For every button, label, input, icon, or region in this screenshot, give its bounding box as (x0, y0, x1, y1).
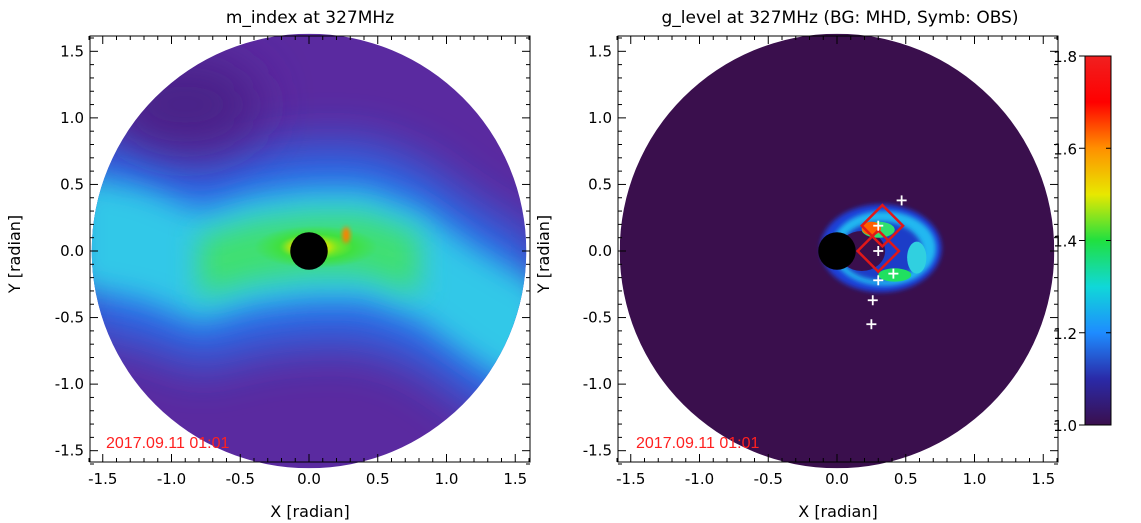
x-tick-label: 1.0 (963, 470, 987, 488)
obs-point (888, 268, 899, 279)
m-index-map (91, 33, 527, 469)
colorbar: 1.0 1.2 1.4 1.6 1.8 (1053, 48, 1112, 435)
x-tick-label: 1.0 (435, 470, 459, 488)
sun-occulter (818, 232, 856, 270)
y-tick-label: 0.5 (60, 175, 84, 193)
obs-point (873, 275, 884, 286)
x-tick-label: -1.0 (157, 470, 186, 488)
y-tick-label: -1.5 (583, 442, 612, 460)
y-tick-label: -0.5 (55, 309, 84, 327)
plot-frame (617, 35, 1059, 463)
y-tick-label: 1.0 (588, 109, 612, 127)
obs-point (866, 319, 877, 330)
colorbar-tick-label: 1.0 (1053, 417, 1077, 435)
y-tick-label: -1.0 (55, 375, 84, 393)
enhancement-patch (878, 268, 912, 282)
x-tick-label: -0.5 (754, 470, 783, 488)
panel-g-level: g_level at 327MHz (BG: MHD, Symb: OBS) -… (534, 8, 1059, 521)
x-tick-label: -1.5 (616, 470, 645, 488)
x-tick-label: 0.5 (894, 470, 918, 488)
source-box (859, 203, 905, 249)
y-tick-label: 1.5 (588, 42, 612, 60)
x-axis-title: X [radian] (798, 502, 877, 521)
x-tick-label: 1.5 (1031, 470, 1055, 488)
y-axis-title: Y [radian] (534, 215, 553, 294)
y-axis-title: Y [radian] (5, 215, 24, 294)
colorbar-tick-label: 1.8 (1053, 48, 1077, 66)
y-tick-label: 1.0 (60, 109, 84, 127)
panel-title: g_level at 327MHz (BG: MHD, Symb: OBS) (662, 8, 1019, 28)
obs-point (867, 295, 878, 306)
colorbar-tick-label: 1.4 (1053, 233, 1077, 251)
source-boxes (855, 203, 905, 274)
y-tick-label: 0.0 (588, 242, 612, 260)
x-tick-label: 0.0 (297, 470, 321, 488)
axis-ticks: -1.5 -1.0 -0.5 0.0 0.5 1.0 1.5 -1.5 -1.0 -0.5 0.0 0… (583, 36, 1058, 488)
y-tick-label: -0.5 (583, 309, 612, 327)
timestamp: 2017.09.11 01:01 (636, 435, 759, 452)
axis-ticks: -1.5 -1.0 -0.5 0.0 0.5 1.0 1.5 -1.5 -1.0 -0.5 0.0 0… (55, 36, 530, 488)
x-tick-label: 0.0 (825, 470, 849, 488)
x-tick-label: -0.5 (226, 470, 255, 488)
x-axis-title: X [radian] (270, 502, 349, 521)
y-tick-label: -1.0 (583, 375, 612, 393)
g-level-map (619, 33, 1055, 469)
x-tick-label: 1.5 (503, 470, 527, 488)
colorbar-tick-label: 1.6 (1053, 140, 1077, 158)
panel-title: m_index at 327MHz (226, 8, 394, 28)
enhancement-patch (907, 241, 927, 274)
source-box (855, 228, 901, 274)
timestamp: 2017.09.11 01:01 (106, 435, 229, 452)
sun-occulter (290, 232, 328, 270)
y-tick-label: -1.5 (55, 442, 84, 460)
obs-point (873, 246, 884, 256)
obs-point (896, 195, 907, 206)
y-tick-label: 0.5 (588, 175, 612, 193)
x-tick-label: -1.0 (685, 470, 714, 488)
panel-m-index: m_index at 327MHz -1.5 -1.0 -0.5 0.0 0.5 1.0 1… (5, 8, 531, 521)
obs-point (873, 220, 884, 231)
obs-symbols (866, 195, 907, 330)
y-tick-label: 0.0 (60, 242, 84, 260)
colorbar-tick-label: 1.2 (1053, 325, 1077, 343)
x-tick-label: 0.5 (366, 470, 390, 488)
x-tick-label: -1.5 (88, 470, 117, 488)
y-tick-label: 1.5 (60, 42, 84, 60)
plot-frame (89, 35, 531, 463)
colorbar-ticks: 1.0 1.2 1.4 1.6 1.8 (1053, 48, 1111, 435)
